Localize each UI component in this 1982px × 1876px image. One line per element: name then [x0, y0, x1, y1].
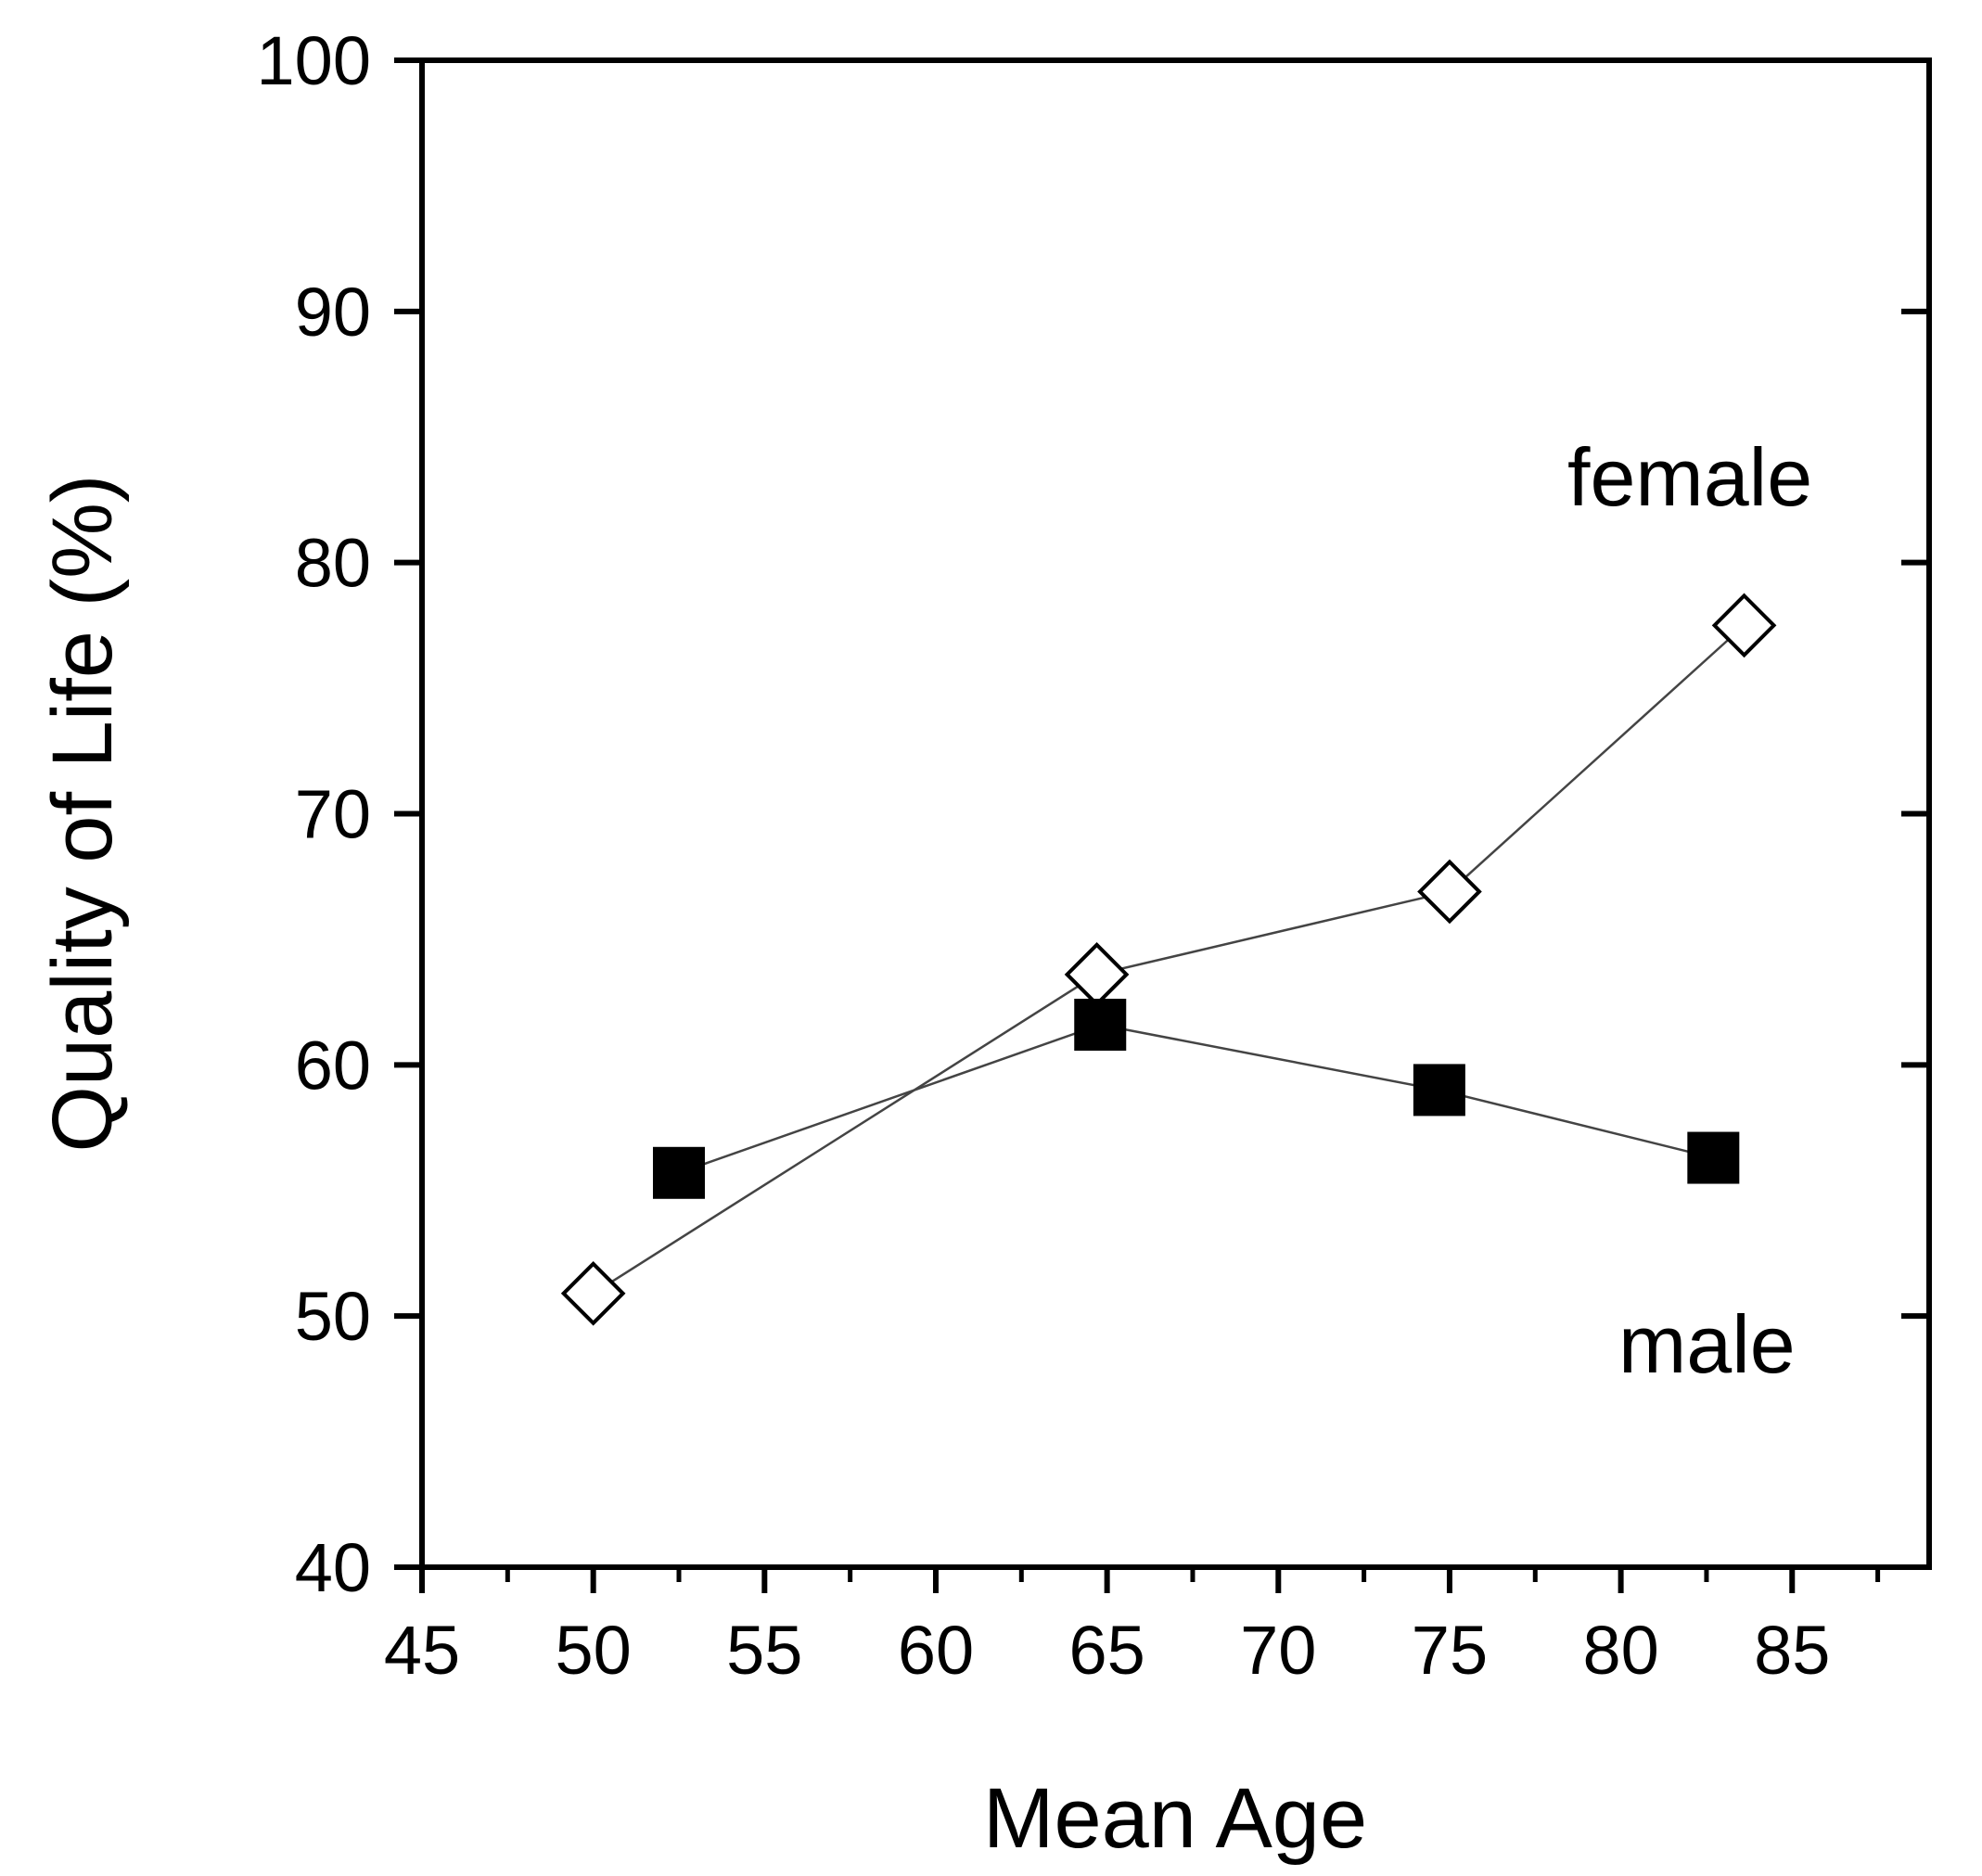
x-tick-label: 65 — [1068, 1612, 1144, 1689]
data-point-female — [1417, 859, 1482, 925]
x-tick-label: 55 — [726, 1612, 802, 1689]
y-tick-label: 70 — [295, 776, 371, 853]
x-tick-label: 85 — [1754, 1612, 1830, 1689]
series-label-female: female — [1567, 431, 1812, 523]
series-lines — [592, 624, 1745, 1295]
data-point-female — [560, 1260, 626, 1326]
y-axis-title: Quality of Life (%) — [35, 474, 130, 1152]
y-tick-label: 80 — [295, 525, 371, 602]
data-point-female — [1711, 593, 1777, 658]
x-tick-label: 80 — [1582, 1612, 1658, 1689]
y-tick-label: 60 — [295, 1027, 371, 1104]
axis-tick-labels: 45 50 55 60 65 70 75 80 85 40 50 60 70 80 90 100 — [257, 22, 1831, 1689]
series-line-male — [678, 1023, 1714, 1174]
data-point-male — [1074, 999, 1127, 1051]
series-label-male: male — [1618, 1298, 1796, 1390]
x-tick-label: 70 — [1240, 1612, 1316, 1689]
x-tick-label: 50 — [556, 1612, 632, 1689]
data-point-male — [652, 1146, 705, 1199]
y-tick-label: 50 — [295, 1278, 371, 1355]
x-tick-label: 60 — [898, 1612, 974, 1689]
x-axis-title: Mean Age — [983, 1771, 1367, 1866]
y-tick-label: 100 — [257, 22, 371, 99]
data-point-male — [1413, 1064, 1465, 1117]
y-tick-label: 90 — [295, 274, 371, 351]
x-tick-label: 75 — [1412, 1612, 1488, 1689]
axis-ticks — [394, 57, 1929, 1593]
data-point-male — [1687, 1131, 1740, 1184]
series-line-female — [592, 624, 1745, 1295]
x-tick-label: 45 — [384, 1612, 460, 1689]
data-markers — [560, 593, 1777, 1326]
y-tick-label: 40 — [295, 1529, 371, 1606]
data-point-female — [1064, 942, 1130, 1007]
